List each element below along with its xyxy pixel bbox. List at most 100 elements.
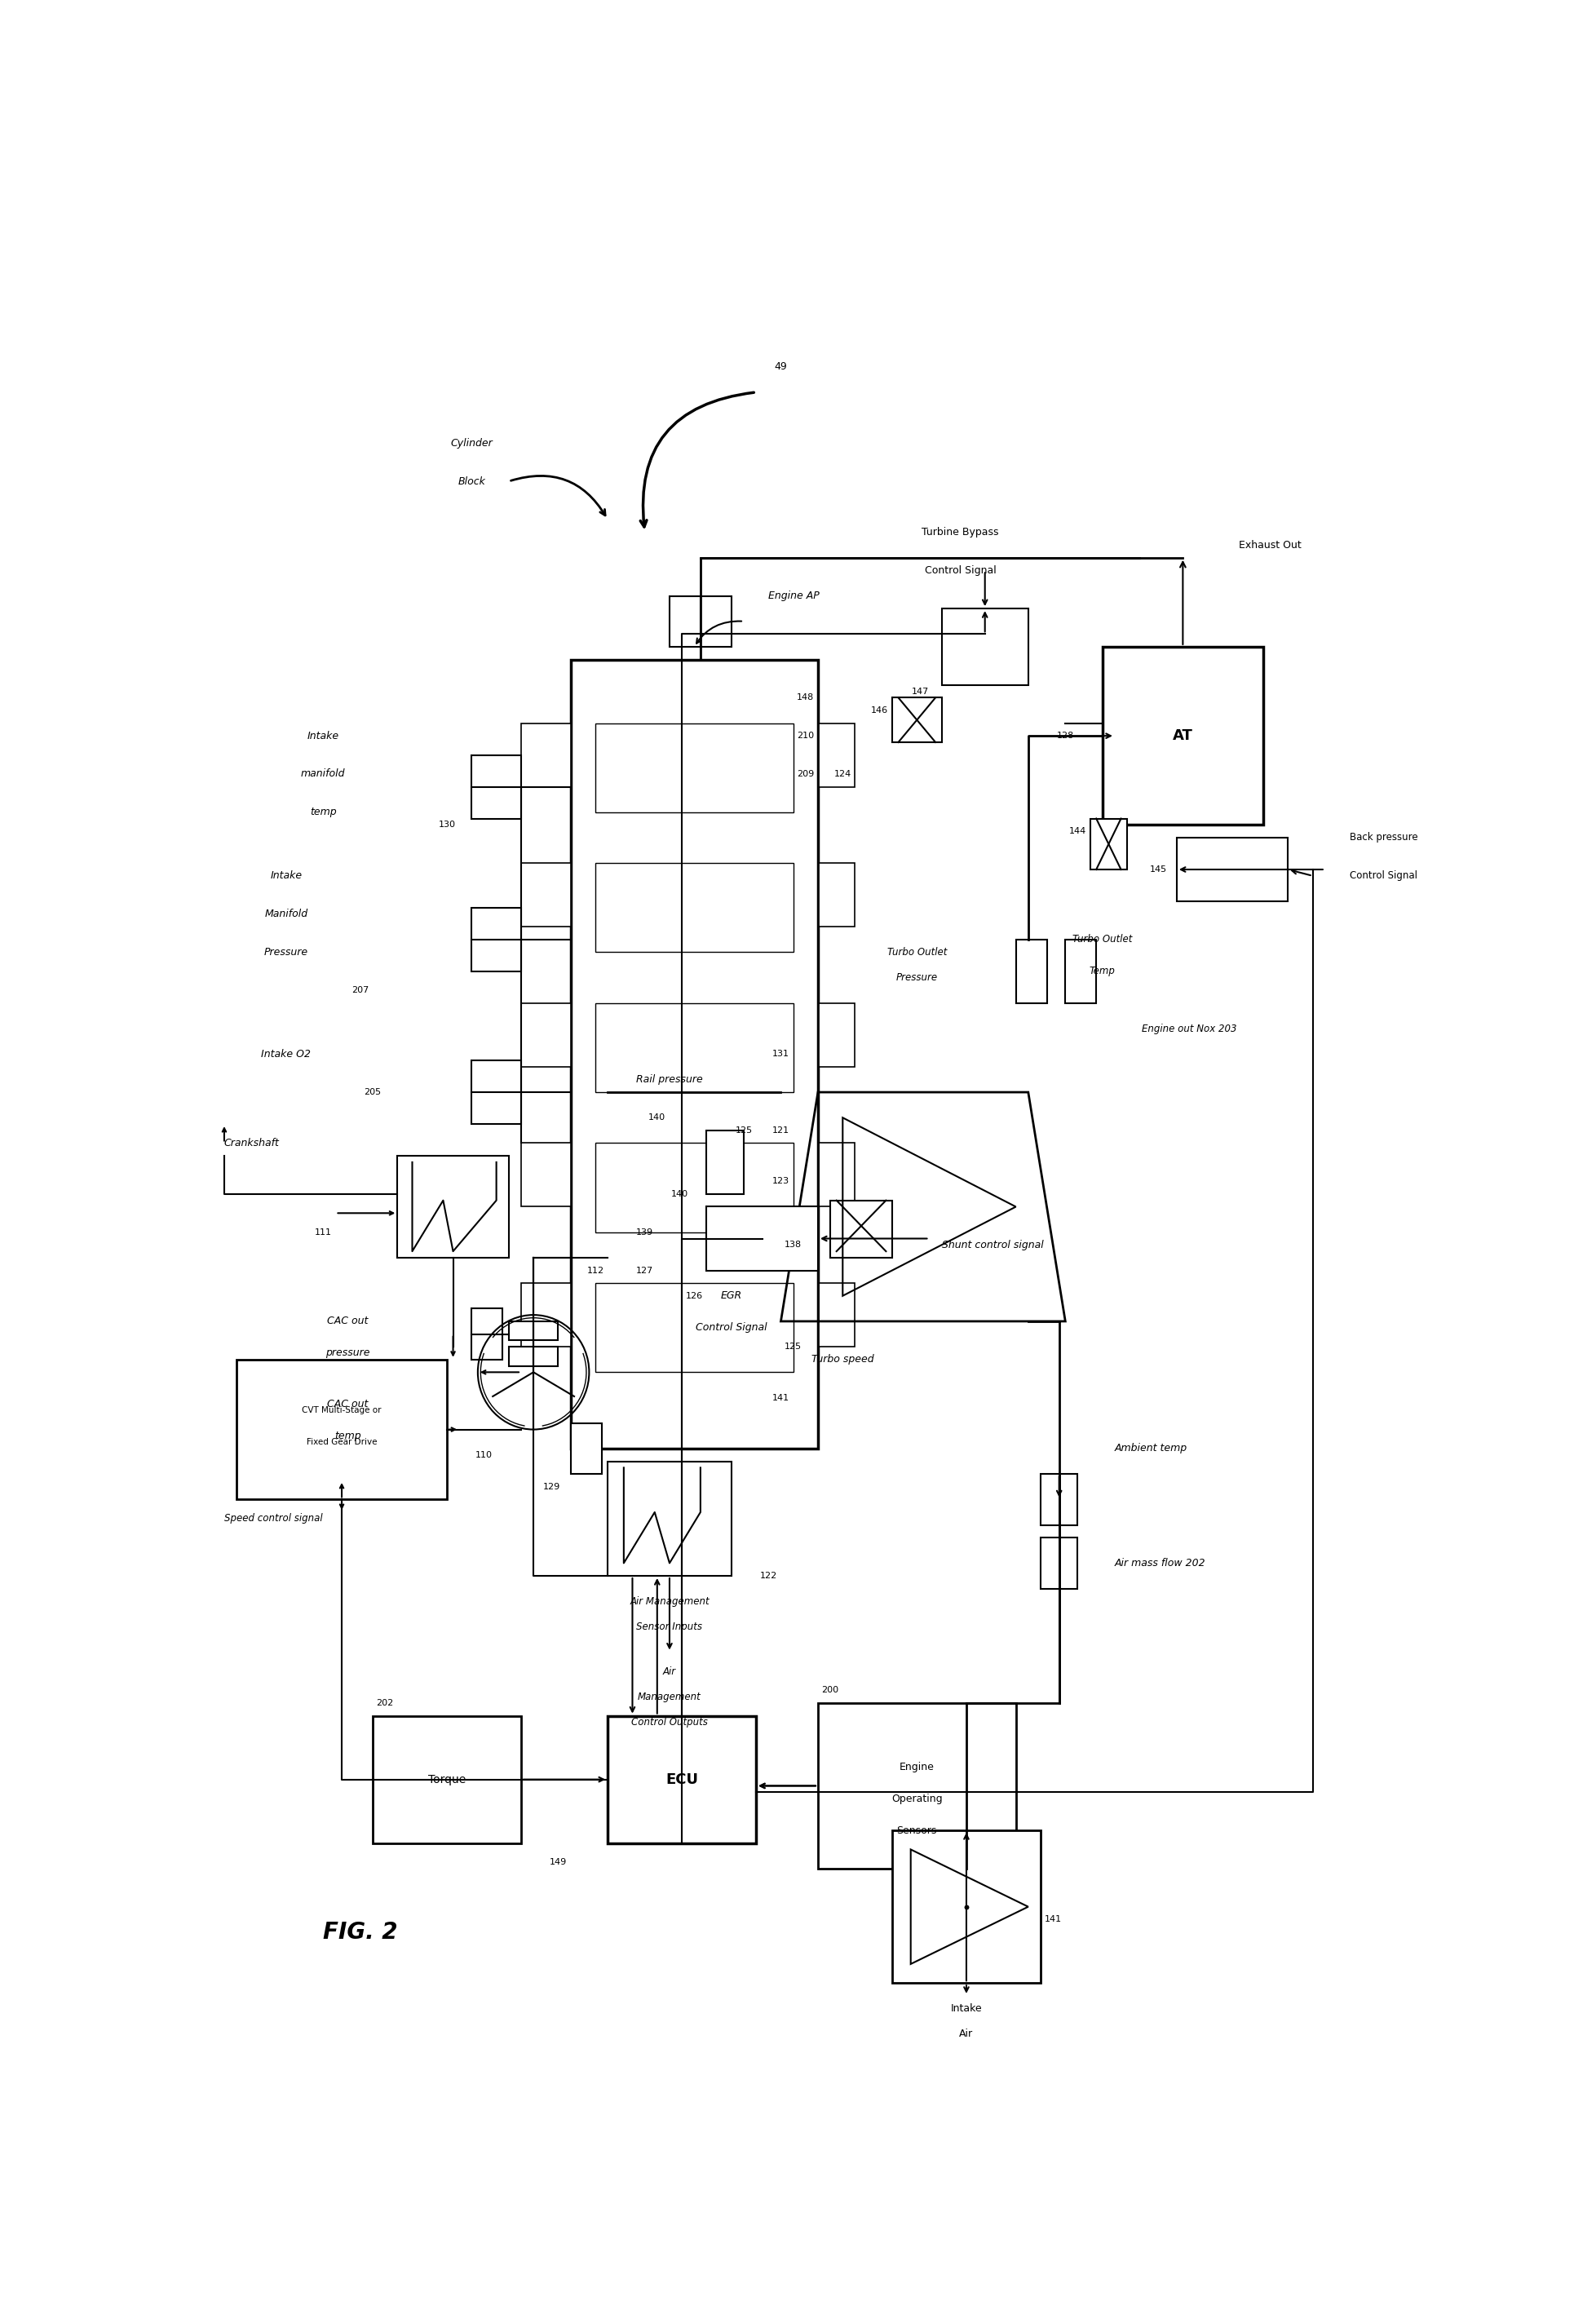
- Bar: [819, 1143, 855, 1208]
- Text: 138: 138: [785, 1240, 801, 1250]
- Bar: [707, 1208, 819, 1270]
- Bar: [472, 907, 522, 972]
- Bar: [819, 1703, 1017, 1870]
- Text: 122: 122: [760, 1571, 777, 1580]
- Bar: [522, 1004, 571, 1067]
- Text: 207: 207: [351, 986, 369, 995]
- Bar: [595, 724, 793, 812]
- Text: Air mass flow 202: Air mass flow 202: [1116, 1557, 1207, 1569]
- Text: Fixed Gear Drive: Fixed Gear Drive: [306, 1437, 377, 1446]
- Text: Air: Air: [662, 1666, 677, 1678]
- Text: 121: 121: [772, 1127, 790, 1134]
- Text: 148: 148: [796, 694, 814, 701]
- Text: temp: temp: [335, 1430, 361, 1442]
- Bar: [522, 1143, 571, 1208]
- Text: 128: 128: [1057, 731, 1074, 740]
- Text: Turbine Bypass: Turbine Bypass: [921, 528, 999, 537]
- Text: CAC out: CAC out: [327, 1398, 369, 1409]
- Text: Intake: Intake: [308, 731, 338, 740]
- Bar: [595, 1004, 793, 1092]
- Text: Exhaust Out: Exhaust Out: [1238, 539, 1301, 551]
- Text: Control Signal: Control Signal: [696, 1321, 768, 1333]
- Bar: [670, 597, 731, 648]
- Bar: [397, 1157, 509, 1259]
- Text: Air: Air: [959, 2029, 974, 2039]
- Text: AT: AT: [1173, 729, 1192, 743]
- Text: 202: 202: [377, 1698, 394, 1708]
- Text: Management: Management: [638, 1692, 701, 1703]
- Bar: [236, 1361, 447, 1499]
- Text: CVT Multi-Stage or: CVT Multi-Stage or: [302, 1407, 381, 1414]
- Text: Air Management: Air Management: [630, 1597, 709, 1606]
- Text: CAC out: CAC out: [327, 1317, 369, 1326]
- Text: Pressure: Pressure: [263, 946, 308, 958]
- Text: 149: 149: [549, 1858, 567, 1867]
- Text: Manifold: Manifold: [265, 909, 308, 919]
- Text: Speed control signal: Speed control signal: [223, 1513, 322, 1525]
- Text: Torque: Torque: [428, 1775, 466, 1784]
- Text: Intake: Intake: [270, 870, 302, 882]
- Bar: [942, 609, 1028, 685]
- Text: 124: 124: [835, 771, 851, 778]
- Text: Turbo Outlet: Turbo Outlet: [1073, 935, 1132, 944]
- Text: Sensor Inputs: Sensor Inputs: [637, 1622, 702, 1631]
- Text: Ambient temp: Ambient temp: [1116, 1444, 1187, 1453]
- Bar: [608, 1717, 757, 1842]
- Text: EGR: EGR: [721, 1291, 742, 1300]
- Bar: [608, 1462, 731, 1576]
- Text: 209: 209: [796, 771, 814, 778]
- Bar: [1066, 939, 1096, 1004]
- Text: Pressure: Pressure: [895, 972, 938, 983]
- Bar: [819, 1282, 855, 1347]
- Text: Turbo speed: Turbo speed: [811, 1354, 875, 1365]
- Bar: [373, 1717, 522, 1842]
- Text: pressure: pressure: [326, 1347, 370, 1358]
- Text: 49: 49: [774, 361, 787, 373]
- Text: Sensors: Sensors: [897, 1826, 937, 1835]
- Bar: [595, 1282, 793, 1372]
- Bar: [522, 724, 571, 787]
- Bar: [830, 1201, 892, 1259]
- Text: FIG. 2: FIG. 2: [324, 1921, 397, 1944]
- Bar: [595, 863, 793, 953]
- Text: 144: 144: [1069, 826, 1087, 835]
- Text: temp: temp: [310, 808, 337, 817]
- Bar: [819, 724, 855, 787]
- Text: 140: 140: [648, 1113, 666, 1122]
- Text: 147: 147: [911, 687, 929, 697]
- Text: 112: 112: [587, 1266, 603, 1275]
- Text: 111: 111: [314, 1229, 332, 1236]
- Bar: [1176, 838, 1288, 902]
- Text: 139: 139: [637, 1229, 653, 1236]
- Text: 210: 210: [796, 731, 814, 740]
- Text: 200: 200: [822, 1687, 839, 1694]
- Text: Control Signal: Control Signal: [924, 565, 996, 576]
- Bar: [819, 1004, 855, 1067]
- Text: Cylinder: Cylinder: [450, 437, 493, 449]
- Bar: [509, 1347, 559, 1365]
- Bar: [571, 1423, 602, 1474]
- Text: Engine AP: Engine AP: [769, 590, 820, 602]
- Text: 125: 125: [785, 1342, 801, 1351]
- Text: Turbo Outlet: Turbo Outlet: [887, 946, 946, 958]
- Bar: [571, 659, 819, 1449]
- Bar: [1090, 819, 1127, 870]
- Text: Operating: Operating: [891, 1793, 943, 1805]
- Bar: [1041, 1539, 1077, 1590]
- Text: 129: 129: [543, 1483, 560, 1490]
- Bar: [892, 699, 942, 743]
- Text: Control Signal: Control Signal: [1350, 870, 1417, 882]
- Bar: [522, 863, 571, 928]
- Text: 146: 146: [871, 706, 889, 715]
- Text: manifold: manifold: [302, 768, 345, 780]
- Text: 205: 205: [364, 1088, 381, 1097]
- Bar: [892, 1830, 1041, 1983]
- Text: 127: 127: [637, 1266, 653, 1275]
- Text: 140: 140: [670, 1189, 688, 1199]
- Bar: [522, 1282, 571, 1347]
- Text: Crankshaft: Crankshaft: [223, 1138, 279, 1148]
- Bar: [472, 754, 522, 819]
- Text: Back pressure: Back pressure: [1350, 833, 1417, 842]
- Bar: [1041, 1474, 1077, 1525]
- Text: 141: 141: [772, 1393, 790, 1402]
